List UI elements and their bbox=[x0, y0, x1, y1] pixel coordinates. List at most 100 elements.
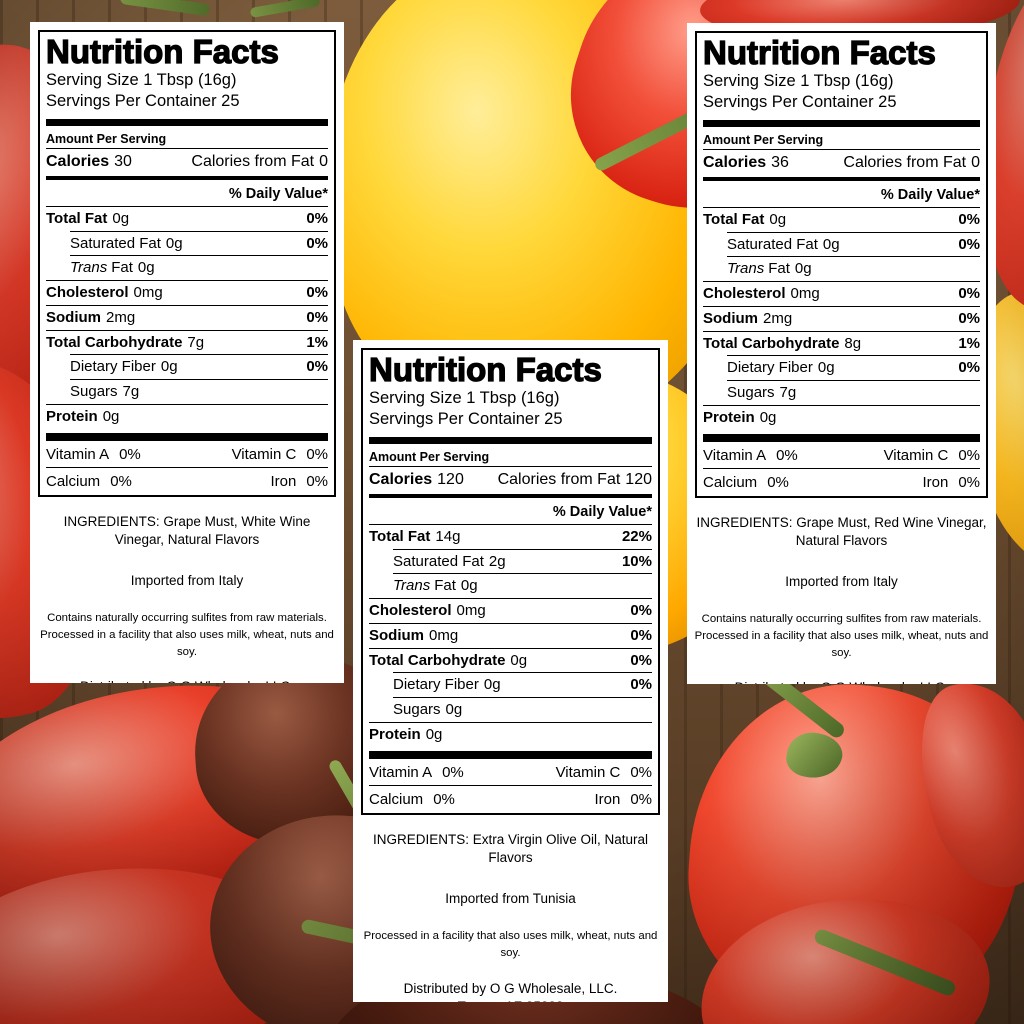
micro-right-pair: Iron 0% bbox=[922, 474, 980, 491]
micro-right-pair: Vitamin C 0% bbox=[232, 446, 328, 463]
nutrition-facts-panel: Nutrition Facts Serving Size 1 Tbsp (16g… bbox=[361, 348, 660, 815]
calories-row: Calories 30 Calories from Fat 0 bbox=[46, 149, 328, 174]
nutrient-name-text: Total Carbohydrate bbox=[369, 651, 506, 669]
calories-label: Calories bbox=[703, 153, 767, 171]
nutrient-row: Trans Fat 0g bbox=[70, 255, 328, 280]
allergen-line: Processed in a facility that also uses m… bbox=[40, 628, 334, 658]
micro-left-name: Vitamin A bbox=[369, 763, 433, 781]
nutrient-amount: 0g bbox=[102, 407, 120, 425]
micro-left-value: 0% bbox=[433, 790, 455, 808]
allergen-statements: Processed in a facility that also uses m… bbox=[353, 928, 668, 961]
ingredients-text: INGREDIENTS: Grape Must, White Wine Vine… bbox=[63, 514, 311, 548]
calories-from-fat-label: Calories from Fat bbox=[191, 152, 315, 170]
micro-left-pair: Calcium 0% bbox=[46, 473, 132, 490]
calories-from-fat-label: Calories from Fat bbox=[497, 470, 621, 488]
nutrient-name-text: Saturated Fat bbox=[393, 552, 484, 570]
nutrient-daily-value: 0% bbox=[630, 602, 652, 620]
nutrient-row: Sugars 7g bbox=[727, 380, 980, 405]
micro-left-value: 0% bbox=[767, 473, 789, 491]
micro-left-value: 0% bbox=[110, 472, 132, 490]
thick-divider bbox=[46, 432, 328, 441]
nutrient-name: Total Fat bbox=[369, 528, 430, 547]
calories-label: Calories bbox=[369, 470, 433, 488]
distributor-text: Distributed by O G Wholesale, LLC.Tempe,… bbox=[30, 678, 344, 683]
calories-from-fat-pair: Calories from Fat 120 bbox=[498, 471, 652, 489]
calories-value: 120 bbox=[437, 470, 464, 488]
nutrient-daily-value: 0% bbox=[306, 308, 328, 326]
nutrient-row: Total Carbohydrate 7g 1% bbox=[46, 329, 328, 355]
calories-pair: Calories 120 bbox=[369, 471, 464, 489]
calories-from-fat-value: 120 bbox=[625, 470, 652, 488]
nutrient-row: Sodium 2mg 0% bbox=[46, 304, 328, 330]
calories-from-fat-pair: Calories from Fat 0 bbox=[843, 154, 980, 172]
thick-divider bbox=[703, 433, 980, 442]
nutrient-daily-value: 0% bbox=[958, 359, 980, 377]
nutrient-name: Total Fat bbox=[46, 210, 107, 229]
nutrient-rows: Total Fat 0g 0% Saturated Fat 0g 0% Trans Fat 0g… bbox=[703, 208, 980, 430]
daily-value-header: % Daily Value* bbox=[46, 181, 328, 207]
nutrient-daily-value: 1% bbox=[958, 334, 980, 352]
nutrient-name-text: Total Fat bbox=[369, 527, 431, 545]
nutrient-amount: 0g bbox=[425, 725, 443, 743]
daily-value-footnote: * Percent Daily Values are based on a 2,… bbox=[46, 494, 328, 495]
serving-size-text: Serving Size 1 Tbsp (16g) bbox=[46, 70, 237, 89]
nutrient-row: Trans Fat 0g bbox=[727, 256, 980, 281]
nutrient-daily-value: 0% bbox=[630, 676, 652, 694]
nutrient-row: Protein 0g bbox=[703, 404, 980, 430]
nutrient-row: Cholesterol 0mg 0% bbox=[703, 281, 980, 306]
distributor-text: Distributed by O G Wholesale, LLC. Tempe,… bbox=[353, 980, 668, 1003]
nutrient-rows: Total Fat 0g 0% Saturated Fat 0g 0% Trans Fat 0g… bbox=[46, 207, 328, 429]
nutrient-daily-value: 0% bbox=[306, 358, 328, 376]
nutrient-daily-value: 0% bbox=[630, 651, 652, 669]
daily-value-header: % Daily Value* bbox=[369, 499, 652, 525]
nutrient-amount: 0mg bbox=[133, 284, 163, 302]
nutrient-row: Total Fat 0g 0% bbox=[703, 208, 980, 232]
micro-right-name: Iron bbox=[270, 472, 297, 490]
nutrient-amount: 0mg bbox=[456, 602, 486, 620]
nutrient-daily-value: 0% bbox=[306, 209, 328, 227]
medium-divider bbox=[703, 176, 980, 181]
nutrient-row: Total Carbohydrate 8g 1% bbox=[703, 330, 980, 356]
nutrient-name: Total Carbohydrate bbox=[703, 335, 839, 354]
micro-left-value: 0% bbox=[776, 446, 798, 464]
distributor-text: Distributed by O G Wholesale, LLC.Tempe,… bbox=[687, 679, 996, 684]
nutrient-row: Dietary Fiber 0g 0% bbox=[393, 672, 652, 697]
nutrient-name-text: Cholesterol bbox=[703, 285, 786, 303]
allergen-line: Processed in a facility that also uses m… bbox=[694, 629, 989, 659]
nutrient-row: Cholesterol 0mg 0% bbox=[46, 280, 328, 305]
nutrient-name: Trans Fat bbox=[70, 259, 133, 278]
distributor-line: Distributed by O G Wholesale, LLC. bbox=[403, 980, 618, 996]
nutrient-name-text: Saturated Fat bbox=[727, 235, 818, 253]
micro-left-name: Vitamin A bbox=[703, 446, 767, 464]
thick-divider bbox=[703, 119, 980, 127]
distributor-line: Tempe, AZ 85282 bbox=[353, 998, 668, 1002]
nutrient-row: Dietary Fiber 0g 0% bbox=[70, 354, 328, 379]
distributor-line: Distributed by O G Wholesale, LLC. bbox=[30, 678, 344, 683]
nutrient-daily-value: 1% bbox=[306, 333, 328, 351]
nutrient-name: Total Carbohydrate bbox=[369, 652, 505, 671]
micro-left-name: Calcium bbox=[46, 472, 101, 490]
allergen-line: Contains naturally occurring sulfites fr… bbox=[47, 612, 327, 625]
nutrient-name: Protein bbox=[703, 409, 755, 428]
thick-divider bbox=[369, 750, 652, 759]
thick-divider bbox=[369, 436, 652, 444]
nutrient-amount: 2g bbox=[488, 552, 506, 570]
nutrient-amount: 0g bbox=[137, 259, 155, 277]
nutrient-amount: 0g bbox=[165, 234, 183, 252]
nutrient-row: Sugars 7g bbox=[70, 379, 328, 404]
nutrient-name-text: Fat bbox=[434, 577, 456, 595]
nutrient-row: Total Fat 14g 22% bbox=[369, 525, 652, 549]
micro-right-pair: Vitamin C 0% bbox=[884, 447, 980, 464]
nutrient-name: Total Carbohydrate bbox=[46, 334, 182, 353]
nutrient-name: Trans Fat bbox=[393, 577, 456, 596]
nutrient-amount: 0g bbox=[483, 676, 501, 694]
nutrient-amount: 0mg bbox=[429, 626, 459, 644]
micro-right-pair: Iron 0% bbox=[270, 473, 328, 490]
nutrient-amount: 7g bbox=[779, 384, 797, 402]
micro-left-value: 0% bbox=[119, 445, 141, 463]
nutrient-name-text: Total Fat bbox=[46, 209, 108, 227]
nutrient-daily-value: 10% bbox=[621, 552, 652, 570]
nutrient-amount: 7g bbox=[122, 383, 140, 401]
nutrient-name-text: Dietary Fiber bbox=[727, 359, 813, 377]
nutrient-name-text: Dietary Fiber bbox=[70, 358, 156, 376]
